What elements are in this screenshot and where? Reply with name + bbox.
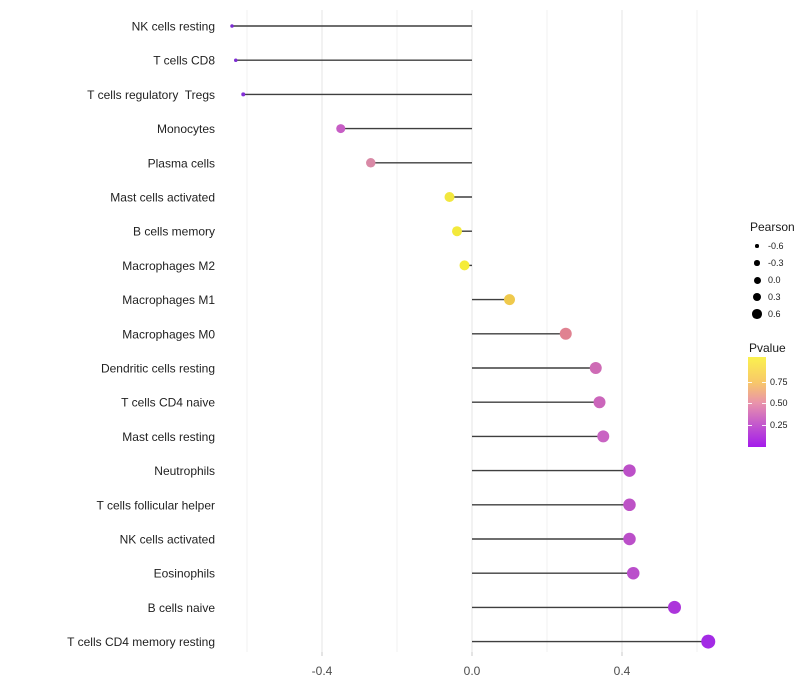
legend-panel: Pearson -0.6 -0.3 0.0 0.3 0.6 Pvalue 0.75 0.5…: [745, 215, 800, 475]
size-legend-dot: [754, 260, 760, 266]
lollipop-point: [444, 192, 455, 202]
colorbar-gradient: [748, 357, 766, 447]
y-axis-label: Mast cells resting: [122, 430, 215, 444]
colorbar-tick-label: 0.25: [770, 420, 788, 431]
lollipop-point: [668, 600, 681, 614]
y-axis-label: B cells memory: [133, 225, 215, 239]
y-axis-label: Macrophages M0: [122, 327, 215, 341]
y-axis-label: T cells CD4 naive: [121, 396, 215, 410]
y-axis-label: B cells naive: [148, 601, 216, 615]
size-legend-dot: [755, 244, 759, 248]
x-axis-tick-label: 0.0: [464, 664, 481, 678]
y-axis-label: NK cells resting: [132, 20, 215, 34]
lollipop-point: [452, 226, 462, 237]
colorbar-tick: [762, 382, 766, 384]
size-legend-dot: [752, 292, 762, 302]
y-axis-label: NK cells activated: [120, 533, 215, 547]
lollipop-point: [234, 58, 238, 62]
color-legend-title: Pvalue: [749, 341, 786, 355]
size-legend-label: -0.6: [768, 241, 784, 251]
y-axis-label: Eosinophils: [154, 567, 215, 581]
y-axis-label: Plasma cells: [148, 156, 215, 170]
lollipop-point: [559, 327, 572, 340]
lollipop-point: [627, 566, 640, 580]
y-axis-label: T cells follicular helper: [97, 498, 216, 512]
y-axis-label: Neutrophils: [154, 464, 215, 478]
lollipop-point: [593, 396, 606, 409]
colorbar-tick: [748, 425, 752, 427]
y-axis-label: Macrophages M2: [122, 259, 215, 273]
y-axis-label: T cells CD4 memory resting: [67, 635, 215, 649]
lollipop-point: [623, 532, 636, 546]
y-axis-label: T cells regulatory Tregs: [87, 88, 215, 102]
colorbar-tick: [762, 402, 766, 404]
size-legend-dot: [752, 309, 762, 319]
colorbar-tick: [762, 425, 766, 427]
size-legend-label: 0.6: [768, 309, 781, 319]
size-legend-title: Pearson: [750, 220, 795, 234]
colorbar-tick-label: 0.50: [770, 397, 788, 408]
lollipop-point: [701, 634, 716, 649]
lollipop-point: [459, 260, 470, 271]
lollipop-point: [597, 430, 610, 443]
size-legend-label: 0.3: [768, 292, 781, 302]
size-legend-dot: [753, 276, 761, 284]
lollipop-point: [241, 92, 246, 97]
lollipop-point: [504, 294, 515, 306]
lollipop-point: [366, 158, 376, 168]
x-axis-tick-label: 0.4: [614, 664, 631, 678]
colorbar-tick-label: 0.75: [770, 377, 788, 388]
lollipop-point: [336, 124, 346, 134]
colorbar-tick: [748, 382, 752, 384]
colorbar-tick: [748, 402, 752, 404]
y-axis-label: Macrophages M1: [122, 293, 215, 307]
y-axis-label: Dendritic cells resting: [101, 362, 215, 376]
y-axis-label: Mast cells activated: [110, 191, 215, 205]
y-axis-label: T cells CD8: [153, 54, 215, 68]
x-axis-tick-label: -0.4: [312, 664, 333, 678]
lollipop-point: [589, 362, 602, 374]
size-legend-label: -0.3: [768, 258, 784, 268]
y-axis-label: Monocytes: [157, 122, 215, 136]
size-legend-label: 0.0: [768, 275, 781, 285]
lollipop-point: [230, 24, 234, 28]
lollipop-point: [623, 498, 636, 512]
lollipop-point: [623, 464, 636, 477]
